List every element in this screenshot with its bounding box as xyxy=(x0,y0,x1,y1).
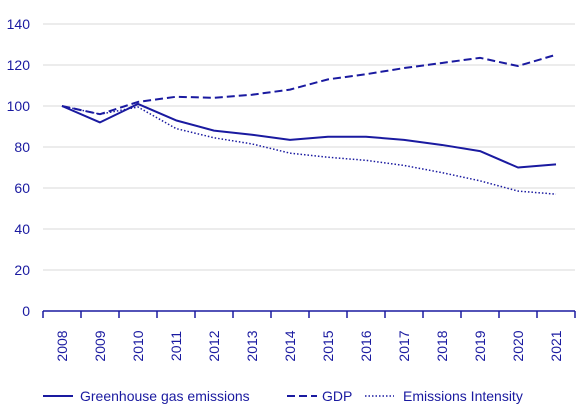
series-line-0 xyxy=(61,102,557,169)
legend-label-0: Greenhouse gas emissions xyxy=(80,388,250,404)
x-tick-label-2015: 2015 xyxy=(320,330,336,361)
y-tick-label-40: 40 xyxy=(14,221,30,237)
x-tick-label-2014: 2014 xyxy=(282,330,298,361)
x-tick-label-2013: 2013 xyxy=(244,330,260,361)
x-tick-label-2021: 2021 xyxy=(548,330,564,361)
y-tick-label-100: 100 xyxy=(7,98,31,114)
x-tick-label-2017: 2017 xyxy=(396,330,412,361)
x-tick-label-2011: 2011 xyxy=(168,331,184,361)
series-line-1 xyxy=(61,53,557,116)
y-tick-label-60: 60 xyxy=(14,180,30,196)
x-tick-label-2018: 2018 xyxy=(434,330,450,361)
y-axis: 0 20 40 60 80 100 120 140 xyxy=(7,16,31,319)
gridlines xyxy=(43,23,575,271)
x-tick-label-2020: 2020 xyxy=(510,330,526,361)
x-tick-label-2016: 2016 xyxy=(358,330,374,361)
x-tick-label-2008: 2008 xyxy=(54,330,70,361)
y-tick-label-140: 140 xyxy=(7,16,31,32)
x-axis: 2008 2009 2010 2011 2012 2013 2014 2015 2016 2017… xyxy=(42,310,576,362)
y-tick-label-0: 0 xyxy=(22,303,30,319)
y-tick-label-20: 20 xyxy=(14,262,30,278)
legend: Greenhouse gas emissions GDP Emissions Int… xyxy=(43,388,523,404)
legend-label-1: GDP xyxy=(322,388,352,404)
x-tick-label-2010: 2010 xyxy=(130,330,146,361)
legend-label-2: Emissions Intensity xyxy=(403,388,523,404)
x-tick-label-2009: 2009 xyxy=(92,330,108,361)
y-tick-label-80: 80 xyxy=(14,139,30,155)
series-lines xyxy=(61,53,557,195)
x-tick-label-2019: 2019 xyxy=(472,330,488,361)
y-tick-label-120: 120 xyxy=(7,57,31,73)
x-tick-label-2012: 2012 xyxy=(206,330,222,361)
series-line-2 xyxy=(61,105,557,195)
